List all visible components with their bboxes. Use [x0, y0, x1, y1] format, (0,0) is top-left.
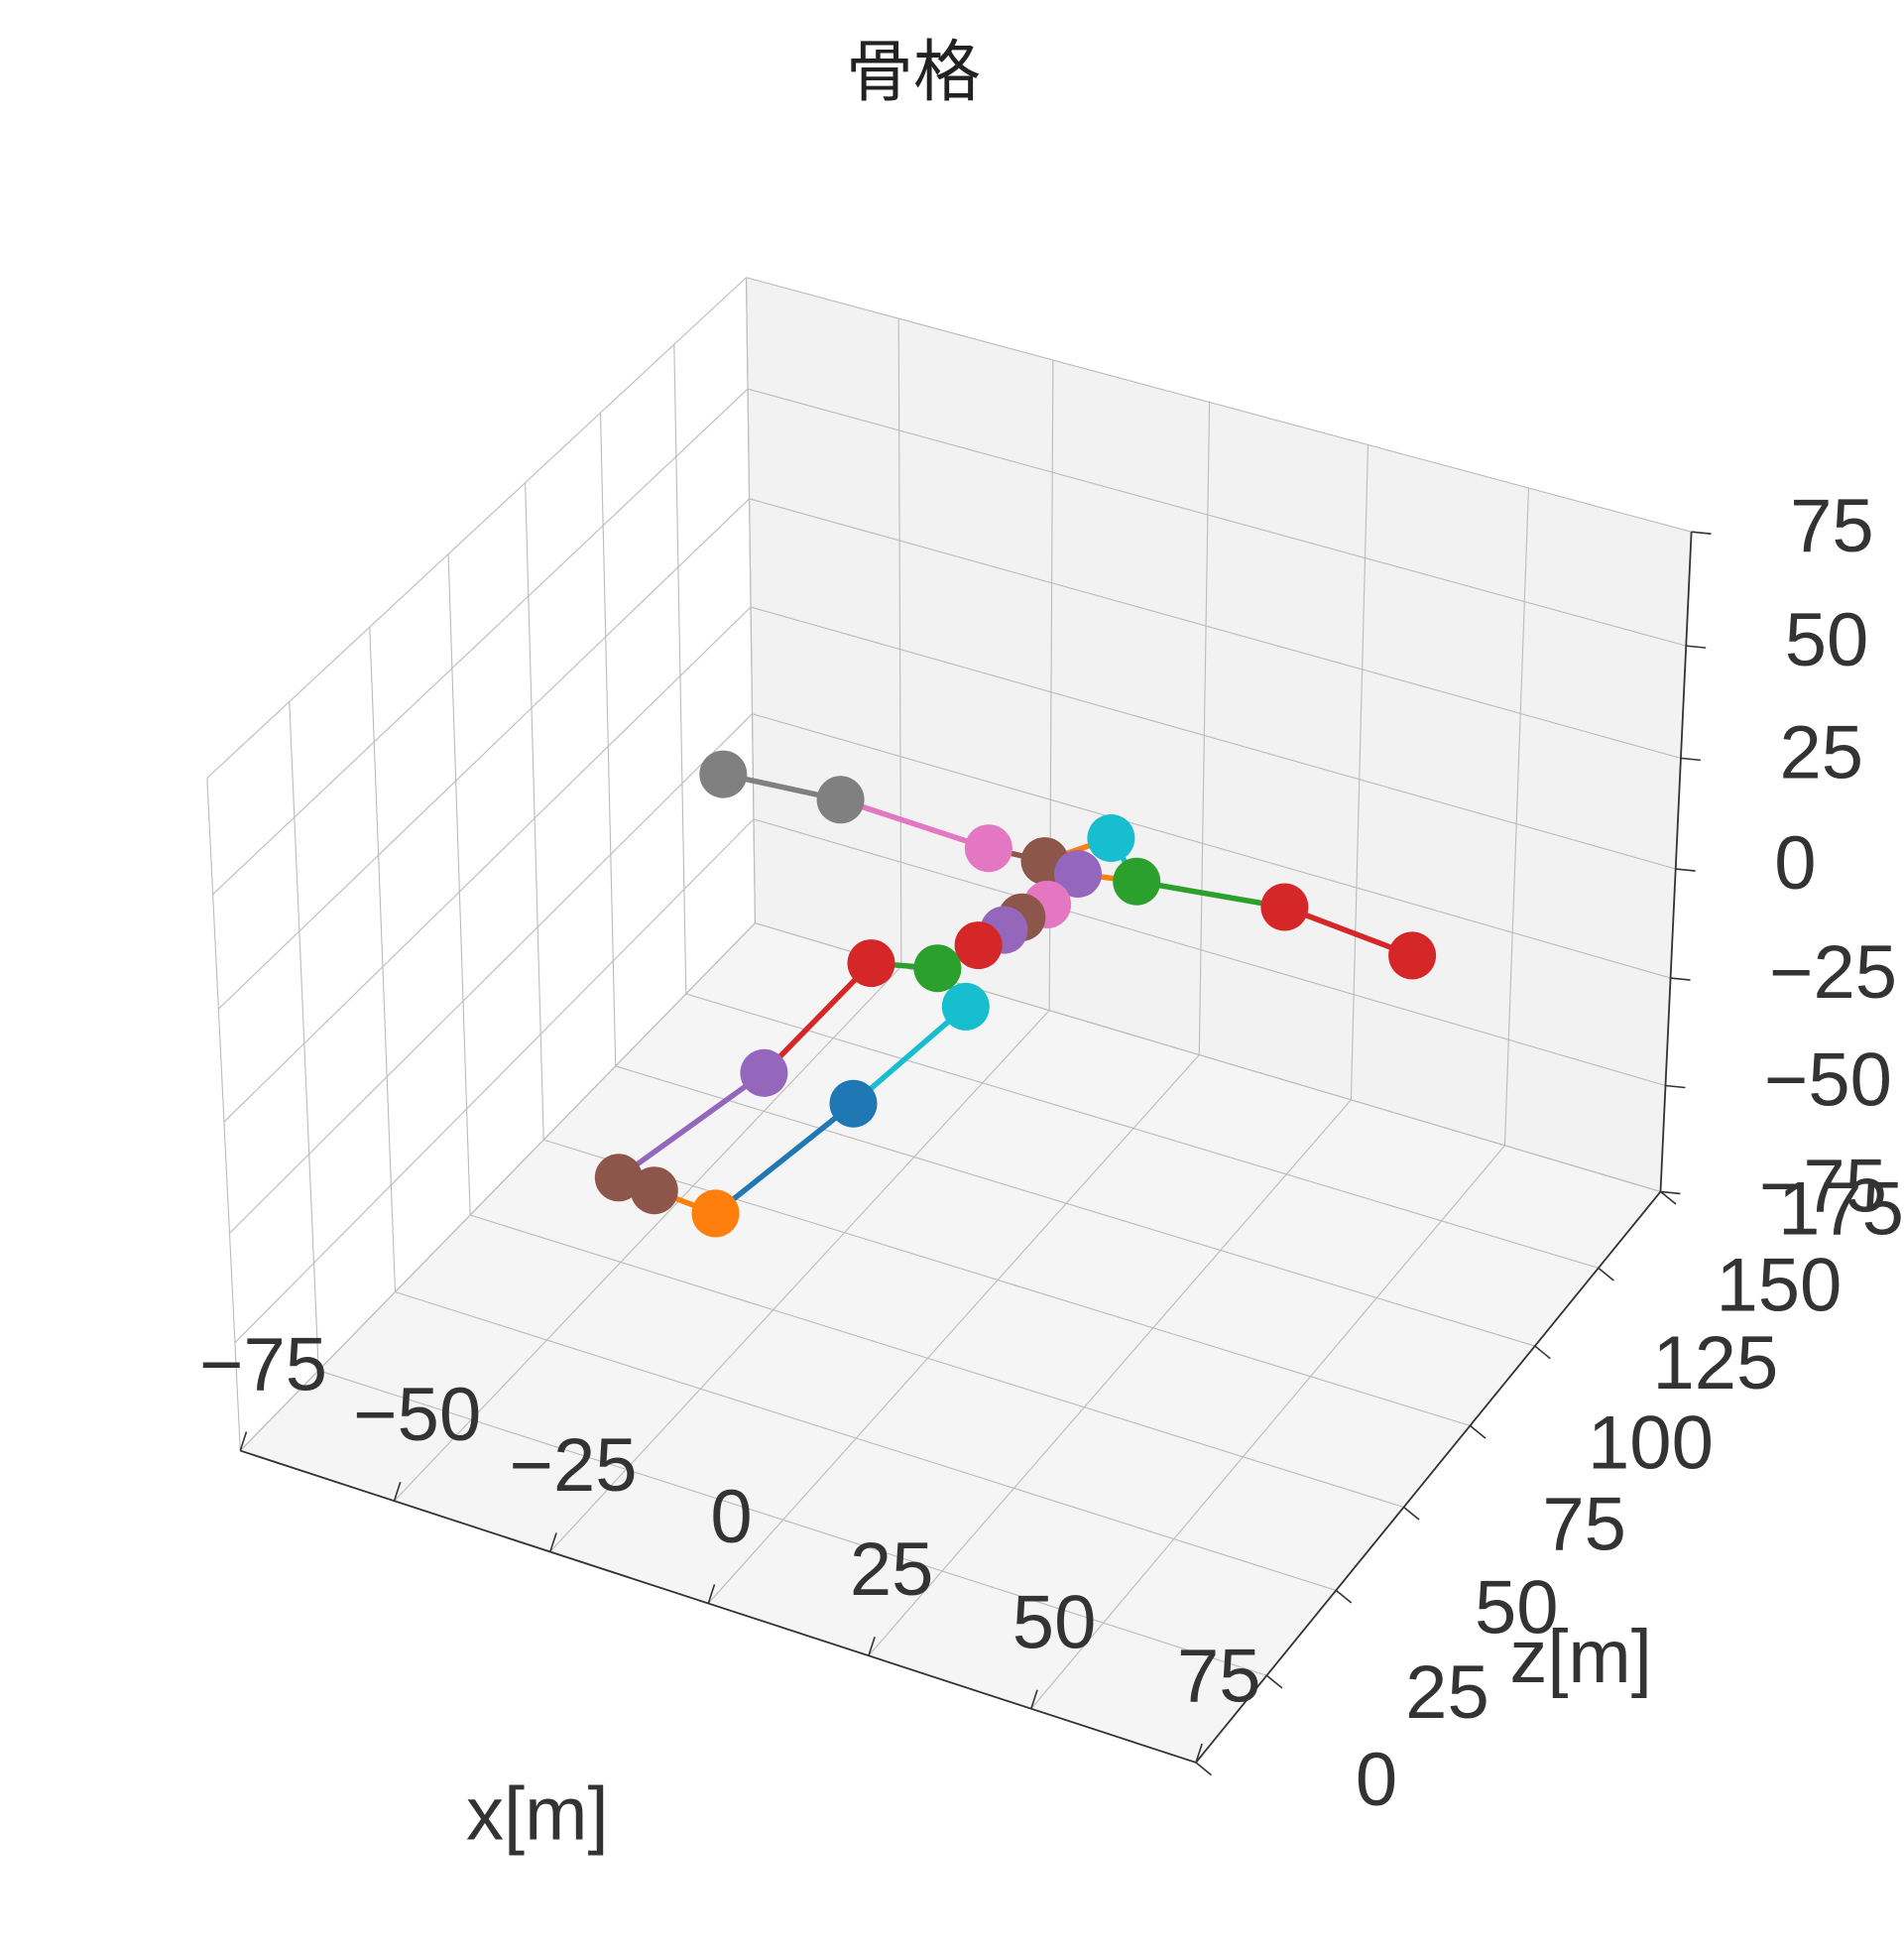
- svg-text:125: 125: [1652, 1321, 1778, 1405]
- svg-text:75: 75: [1542, 1482, 1626, 1566]
- svg-text:−50: −50: [1764, 1037, 1892, 1122]
- svg-text:25: 25: [1405, 1650, 1489, 1735]
- svg-text:−75: −75: [199, 1322, 327, 1406]
- svg-text:x[m]: x[m]: [466, 1772, 609, 1857]
- svg-text:骨格: 骨格: [846, 17, 981, 115]
- svg-text:z[m]: z[m]: [1509, 1615, 1652, 1699]
- svg-text:50: 50: [1785, 598, 1869, 682]
- svg-text:0: 0: [1774, 821, 1816, 906]
- svg-text:75: 75: [1790, 484, 1874, 568]
- svg-text:75: 75: [1177, 1635, 1261, 1719]
- svg-text:100: 100: [1588, 1401, 1714, 1485]
- svg-text:25: 25: [1779, 710, 1863, 794]
- svg-text:−25: −25: [510, 1423, 638, 1508]
- svg-text:150: 150: [1716, 1243, 1842, 1327]
- svg-text:−75: −75: [1759, 1144, 1887, 1228]
- svg-text:0: 0: [710, 1475, 752, 1559]
- svg-text:0: 0: [1356, 1738, 1397, 1822]
- svg-text:50: 50: [1012, 1580, 1097, 1664]
- svg-text:−25: −25: [1769, 930, 1897, 1015]
- svg-text:25: 25: [850, 1527, 934, 1612]
- svg-text:−50: −50: [353, 1373, 481, 1457]
